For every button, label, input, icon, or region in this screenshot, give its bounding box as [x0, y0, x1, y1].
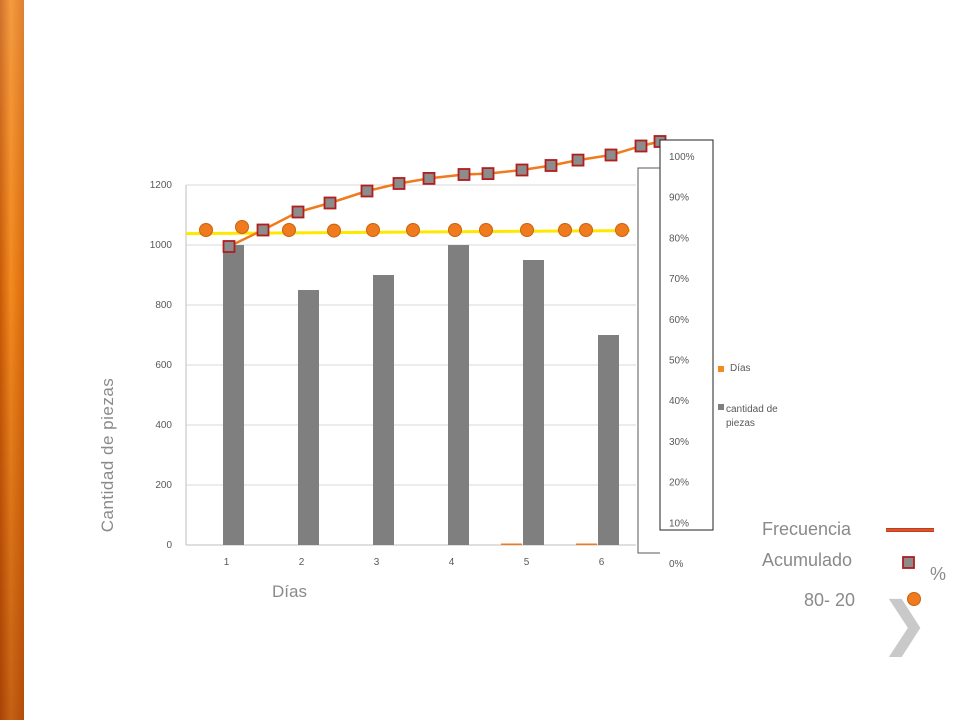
x-tick-label: 6 — [599, 557, 605, 568]
cumulative-point — [636, 141, 647, 152]
percent-axis-bracket — [638, 168, 660, 553]
bar-piezas — [373, 275, 394, 545]
reference-point — [328, 224, 341, 237]
x-tick-label: 1 — [224, 557, 230, 568]
bar-piezas — [598, 335, 619, 545]
bar-piezas — [298, 290, 319, 545]
reference-point — [200, 224, 213, 237]
bar-piezas — [523, 260, 544, 545]
cumulative-point — [325, 198, 336, 209]
percent-tick-label: 100% — [669, 152, 695, 163]
cumulative-point — [224, 241, 235, 252]
reference-point — [283, 224, 296, 237]
percent-label: % — [930, 564, 946, 585]
y-axis-title: Cantidad de piezas — [98, 378, 118, 533]
acumulado-label: Acumulado — [762, 550, 852, 571]
percent-tick-label: 20% — [669, 478, 689, 489]
ratio-label: 80- 20 — [804, 590, 855, 611]
frecuencia-label: Frecuencia — [762, 519, 851, 540]
legend-swatch-dias — [718, 366, 724, 372]
reference-point — [616, 224, 629, 237]
acumulado-square-key — [903, 557, 914, 568]
percent-tick-label: 0% — [669, 559, 684, 570]
percent-tick-label: 60% — [669, 315, 689, 326]
reference-point — [407, 224, 420, 237]
cumulative-point — [459, 169, 470, 180]
cumulative-point — [424, 173, 435, 184]
x-tick-label: 3 — [374, 557, 380, 568]
cumulative-point — [606, 150, 617, 161]
cumulative-point — [546, 160, 557, 171]
cumulative-point — [394, 178, 405, 189]
bar-dias — [576, 544, 597, 546]
pareto-chart: 0 200 400 600 800 1000 1200 1 2 3 4 5 6 0% 10% 20% 30%… — [0, 0, 960, 720]
reference-point — [580, 224, 593, 237]
chevron-right-icon[interactable]: ❯ — [880, 595, 929, 653]
percent-tick-label: 10% — [669, 518, 689, 529]
reference-point — [559, 224, 572, 237]
percent-tick-label: 70% — [669, 274, 689, 285]
cumulative-point — [573, 155, 584, 166]
reference-point — [236, 221, 249, 234]
percent-tick-label: 90% — [669, 193, 689, 204]
cumulative-point — [362, 186, 373, 197]
percent-tick-label: 80% — [669, 233, 689, 244]
y-tick-label: 1200 — [150, 180, 173, 191]
bar-dias — [501, 544, 522, 546]
y-tick-label: 200 — [155, 480, 172, 491]
reference-point — [367, 224, 380, 237]
percent-tick-label: 50% — [669, 356, 689, 367]
cumulative-point — [517, 165, 528, 176]
cumulative-point — [483, 168, 494, 179]
x-tick-label: 4 — [449, 557, 455, 568]
percent-tick-label: 30% — [669, 437, 689, 448]
x-tick-label: 5 — [524, 557, 530, 568]
legend-label-dias: Días — [730, 362, 751, 376]
percent-tick-label: 40% — [669, 396, 689, 407]
reference-point — [521, 224, 534, 237]
x-axis-title: Días — [272, 582, 307, 602]
reference-point — [449, 224, 462, 237]
y-tick-label: 600 — [155, 360, 172, 371]
bar-piezas — [448, 245, 469, 545]
cumulative-point — [258, 225, 269, 236]
reference-point — [480, 224, 493, 237]
cumulative-point — [293, 207, 304, 218]
legend-swatch-piezas — [718, 404, 724, 410]
bar-piezas — [223, 245, 244, 545]
legend-label-piezas: cantidad de piezas — [726, 403, 796, 431]
x-tick-label: 2 — [299, 557, 305, 568]
y-tick-label: 1000 — [150, 240, 173, 251]
y-tick-label: 0 — [166, 540, 172, 551]
y-tick-label: 800 — [155, 300, 172, 311]
y-tick-label: 400 — [155, 420, 172, 431]
